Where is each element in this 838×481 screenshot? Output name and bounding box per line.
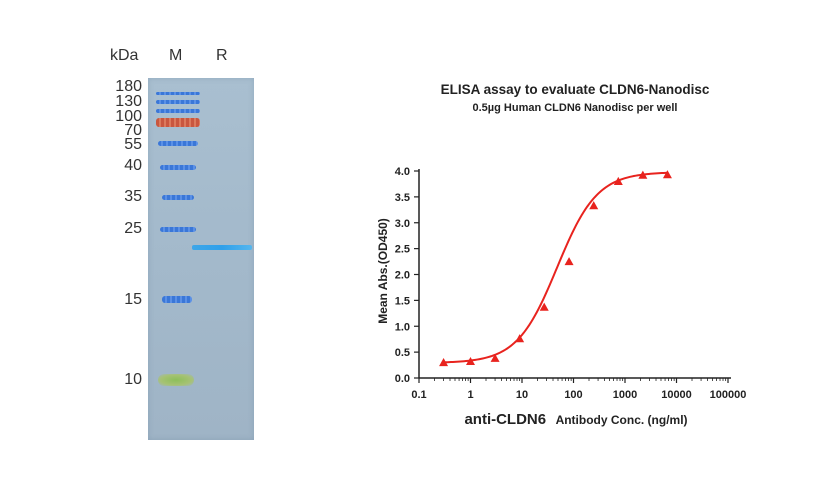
- mw-label-15: 15: [124, 291, 142, 308]
- y-tick-label: 3.0: [395, 218, 410, 230]
- marker-band-130: [156, 100, 200, 104]
- x-tick-label: 100000: [710, 389, 747, 401]
- lane-label-sample: R: [216, 47, 228, 64]
- y-tick-label: 1.0: [395, 321, 410, 333]
- marker-band-10: [158, 374, 194, 386]
- data-point: [466, 356, 475, 366]
- x-tick-label: 0.1: [411, 389, 426, 401]
- elisa-chart: ELISA assay to evaluate CLDN6-Nanodisc 0…: [376, 82, 747, 428]
- mw-label-10: 10: [124, 371, 142, 388]
- x-tick-label: 10000: [661, 389, 692, 401]
- y-tick-label: 0.0: [395, 373, 410, 385]
- sample-band: [192, 245, 252, 250]
- chart-subtitle: 0.5µg Human CLDN6 Nanodisc per well: [473, 102, 678, 114]
- mw-label-70: 70: [124, 122, 142, 139]
- kda-label: kDa: [110, 47, 139, 64]
- chart-title: ELISA assay to evaluate CLDN6-Nanodisc: [441, 82, 710, 97]
- data-point: [613, 176, 623, 185]
- data-point: [539, 302, 549, 311]
- data-point: [439, 357, 449, 367]
- mw-label-35: 35: [124, 188, 142, 205]
- x-tick-label: 100: [564, 389, 582, 401]
- mw-label-40: 40: [124, 157, 142, 174]
- y-tick-label: 3.5: [395, 192, 410, 204]
- y-tick-label: 2.5: [395, 244, 410, 256]
- marker-band-100: [156, 109, 200, 113]
- data-point: [662, 170, 672, 179]
- x-tick-label: 1000: [613, 389, 637, 401]
- data-point: [564, 257, 574, 266]
- mw-label-55: 55: [124, 136, 142, 153]
- data-point: [589, 201, 599, 210]
- y-tick-label: 1.5: [395, 295, 410, 307]
- marker-band-15: [162, 296, 192, 303]
- mw-label-130: 130: [115, 93, 142, 110]
- y-tick-label: 0.5: [395, 347, 410, 359]
- x-axis-label: anti-CLDN6 Antibody Conc. (ng/ml): [464, 411, 687, 428]
- y-tick-label: 2.0: [395, 270, 410, 282]
- fit-curve: [443, 171, 668, 364]
- marker-band-180: [156, 92, 200, 95]
- marker-band-70: [156, 118, 200, 127]
- mw-label-180: 180: [115, 78, 142, 95]
- mw-label-100: 100: [115, 108, 142, 125]
- lane-label-marker: M: [169, 47, 183, 64]
- gel-image: [148, 78, 254, 440]
- data-point: [515, 334, 525, 343]
- y-axis-label: Mean Abs.(OD450): [376, 218, 390, 324]
- x-tick-label: 1: [467, 389, 473, 401]
- marker-band-40: [160, 165, 196, 170]
- marker-band-55: [158, 141, 198, 146]
- data-point: [638, 170, 648, 179]
- x-tick-label: 10: [516, 389, 528, 401]
- y-tick-label: 4.0: [395, 166, 410, 178]
- x-axis-label-rest: Antibody Conc. (ng/ml): [556, 413, 688, 427]
- marker-band-35: [162, 195, 194, 200]
- x-axis-label-bold: anti-CLDN6: [464, 411, 546, 428]
- marker-band-25: [160, 227, 196, 232]
- data-point: [490, 353, 500, 362]
- mw-label-25: 25: [124, 220, 142, 237]
